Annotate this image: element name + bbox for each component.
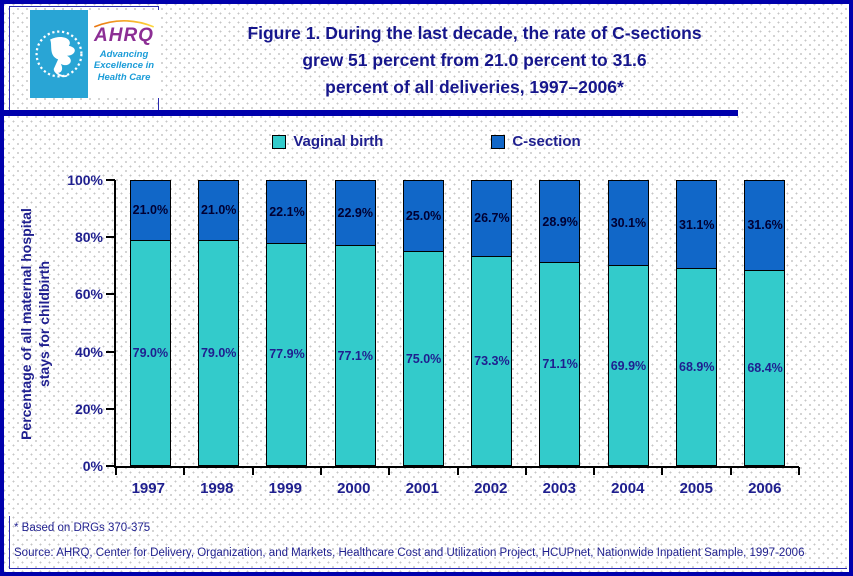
y-tick-mark	[106, 293, 115, 296]
x-tick-mark	[115, 467, 117, 475]
bar-slot-1997: 21.0% 79.0%	[116, 180, 184, 466]
vaginal-birth-segment: 75.0%	[403, 252, 443, 465]
x-tick-label-2002: 2002	[474, 480, 508, 497]
c-section-segment: 31.6%	[745, 181, 785, 271]
bar-slot-2002: 26.7% 73.3%	[457, 180, 525, 466]
vaginal-birth-segment: 73.3%	[472, 256, 512, 465]
c-section-segment: 22.1%	[267, 181, 307, 244]
vaginal-birth-segment: 79.0%	[198, 240, 238, 465]
stacked-bar-2003: 28.9% 71.1%	[539, 180, 581, 466]
legend-label: Vaginal birth	[293, 133, 384, 150]
source-line: Source: AHRQ, Center for Delivery, Organ…	[14, 547, 805, 559]
ahrq-logo: AHRQ Advancing Excellence in Health Care	[30, 10, 160, 98]
bar-slot-2001: 25.0% 75.0%	[389, 180, 457, 466]
vaginal-birth-segment: 79.0%	[130, 240, 170, 465]
vaginal-birth-segment: 77.9%	[267, 243, 307, 465]
header-divider	[4, 110, 738, 116]
x-tick-label-2000: 2000	[337, 480, 371, 497]
ahrq-arc-icon	[93, 19, 155, 28]
stacked-bar-1998: 21.0% 79.0%	[197, 180, 239, 466]
legend-label: C-section	[512, 133, 581, 150]
stacked-bar-2005: 31.1% 68.9%	[676, 180, 718, 466]
y-tick-label-0%: 0%	[82, 458, 103, 474]
x-tick-mark	[729, 467, 732, 475]
x-tick-mark	[661, 467, 664, 475]
x-tick-label-2004: 2004	[611, 480, 645, 497]
vaginal-birth-segment: 71.1%	[540, 263, 580, 465]
x-tick-mark	[251, 467, 254, 475]
bar-slot-1998: 21.0% 79.0%	[184, 180, 252, 466]
plot-area: 21.0% 79.0% 21.0% 79.0% 22.1% 77.9% 22.9% 77.1%…	[67, 172, 800, 475]
x-tick-mark	[388, 467, 391, 475]
figure-title: Figure 1. During the last decade, the ra…	[247, 23, 702, 98]
y-tick-label-80%: 80%	[74, 229, 103, 246]
c-section-segment: 31.1%	[677, 181, 717, 270]
x-axis-labels: 1997 1998 1999 2000 2001 2002 2003 2004 2005 2006	[114, 480, 799, 497]
x-tick-label-1999: 1999	[268, 480, 302, 497]
c-section-swatch-icon	[491, 134, 506, 149]
x-tick-mark	[319, 467, 322, 475]
bars-row: 21.0% 79.0% 21.0% 79.0% 22.1% 77.9% 22.9% 77.1%…	[116, 180, 799, 466]
ahrq-wordmark-block: AHRQ Advancing Excellence in Health Care	[88, 10, 160, 98]
y-tick-label-100%: 100%	[67, 172, 103, 188]
c-section-segment: 21.0%	[198, 181, 238, 241]
chart-legend: Vaginal birth C-section	[4, 133, 849, 150]
x-tick-mark	[593, 467, 596, 475]
y-tick-mark	[106, 236, 115, 239]
stacked-bar-2002: 26.7% 73.3%	[471, 180, 513, 466]
y-tick-mark	[106, 407, 115, 410]
vaginal-birth-segment: 69.9%	[608, 266, 648, 465]
legend-entry-vaginal-birth: Vaginal birth	[272, 133, 383, 150]
c-section-segment: 30.1%	[608, 181, 648, 267]
y-tick-label-40%: 40%	[74, 343, 103, 360]
vaginal-birth-segment: 68.4%	[745, 270, 785, 465]
bar-slot-2006: 31.6% 68.4%	[731, 180, 799, 466]
ahrq-acronym: AHRQ	[94, 25, 154, 46]
legend-entry-c-section: C-section	[491, 133, 581, 150]
x-tick-label-1998: 1998	[200, 480, 234, 497]
bar-slot-2005: 31.1% 68.9%	[662, 180, 730, 466]
hhs-seal	[30, 10, 88, 98]
vaginal-birth-swatch-icon	[272, 134, 287, 149]
bar-slot-2000: 22.9% 77.1%	[321, 180, 389, 466]
footnote: * Based on DRGs 370-375	[14, 522, 151, 534]
x-tick-mark	[183, 467, 186, 475]
c-section-segment: 26.7%	[472, 181, 512, 257]
hhs-eagle-icon	[35, 30, 83, 78]
x-tick-label-2006: 2006	[748, 480, 782, 497]
bar-slot-2003: 28.9% 71.1%	[526, 180, 594, 466]
footer-object-outline	[9, 516, 847, 569]
stacked-bar-2000: 22.9% 77.1%	[334, 180, 376, 466]
x-tick-mark	[456, 467, 459, 475]
c-section-segment: 25.0%	[403, 181, 443, 252]
stacked-bar-2006: 31.6% 68.4%	[744, 180, 786, 466]
stacked-bar-2004: 30.1% 69.9%	[607, 180, 649, 466]
stacked-bar-1999: 22.1% 77.9%	[266, 180, 308, 466]
x-tick-label-2005: 2005	[679, 480, 713, 497]
y-tick-label-60%: 60%	[74, 286, 103, 303]
bar-slot-2004: 30.1% 69.9%	[594, 180, 662, 466]
x-tick-label-2003: 2003	[542, 480, 576, 497]
y-tick-mark	[106, 350, 115, 353]
y-axis-title: Percentage of all maternal hospital stay…	[17, 208, 52, 440]
x-tick-label-1997: 1997	[131, 480, 165, 497]
stacked-bar-2001: 25.0% 75.0%	[402, 180, 444, 466]
y-tick-mark	[106, 179, 115, 181]
vaginal-birth-segment: 77.1%	[335, 246, 375, 465]
stacked-bar-1997: 21.0% 79.0%	[129, 180, 171, 466]
x-tick-mark	[798, 467, 800, 475]
y-tick-label-20%: 20%	[74, 400, 103, 417]
y-tick-mark	[106, 465, 115, 467]
ahrq-tagline: Advancing Excellence in Health Care	[93, 49, 155, 83]
c-section-segment: 28.9%	[540, 181, 580, 264]
c-section-segment: 22.9%	[335, 181, 375, 247]
vaginal-birth-segment: 68.9%	[677, 269, 717, 465]
x-tick-mark	[524, 467, 527, 475]
c-section-segment: 21.0%	[130, 181, 170, 241]
x-tick-label-2001: 2001	[405, 480, 439, 497]
bar-slot-1999: 22.1% 77.9%	[253, 180, 321, 466]
